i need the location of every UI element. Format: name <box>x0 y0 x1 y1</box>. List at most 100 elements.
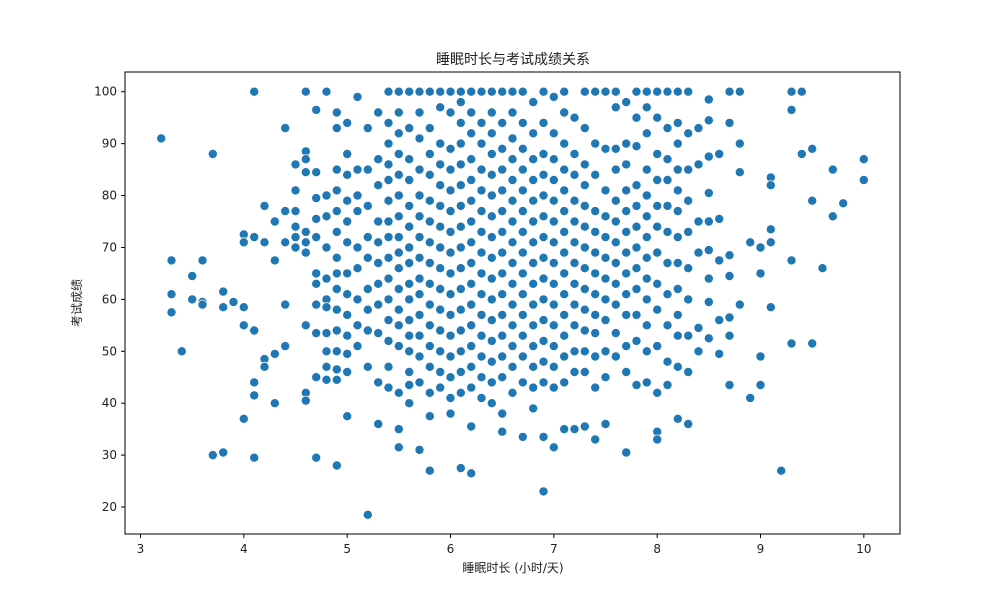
data-point <box>528 341 539 352</box>
data-point <box>559 289 570 300</box>
data-point <box>249 452 260 463</box>
data-point <box>269 216 280 227</box>
data-point <box>641 252 652 263</box>
data-point <box>683 418 694 429</box>
data-point <box>393 247 404 258</box>
data-point <box>662 123 673 134</box>
data-point <box>631 141 642 152</box>
data-point <box>507 387 518 398</box>
data-point <box>383 315 394 326</box>
data-point <box>807 195 818 206</box>
data-point <box>393 128 404 139</box>
data-point <box>280 123 291 134</box>
data-point <box>714 213 725 224</box>
data-point <box>445 164 456 175</box>
data-point <box>734 299 745 310</box>
data-point <box>548 382 559 393</box>
data-point <box>383 335 394 346</box>
x-tick-label: 4 <box>240 542 248 556</box>
data-point <box>249 390 260 401</box>
data-point <box>445 372 456 383</box>
data-point <box>331 364 342 375</box>
data-point <box>486 252 497 263</box>
x-tick-label: 9 <box>757 542 765 556</box>
data-point <box>621 247 632 258</box>
data-point <box>424 278 435 289</box>
data-point <box>579 346 590 357</box>
data-point <box>249 377 260 388</box>
data-point <box>765 180 776 191</box>
data-point <box>373 278 384 289</box>
data-point <box>445 185 456 196</box>
data-point <box>807 143 818 154</box>
data-point <box>290 232 301 243</box>
data-point <box>373 377 384 388</box>
data-point <box>435 200 446 211</box>
data-point <box>445 107 456 118</box>
data-point <box>300 395 311 406</box>
data-point <box>621 268 632 279</box>
data-point <box>300 320 311 331</box>
data-point <box>631 335 642 346</box>
data-point <box>559 206 570 217</box>
data-point <box>672 257 683 268</box>
data-point <box>569 169 580 180</box>
data-point <box>342 289 353 300</box>
data-point <box>300 237 311 248</box>
data-point <box>207 148 218 159</box>
data-point <box>290 159 301 170</box>
data-point <box>311 193 322 204</box>
data-point <box>331 206 342 217</box>
data-point <box>435 86 446 97</box>
data-point <box>507 341 518 352</box>
data-point <box>641 320 652 331</box>
data-point <box>300 86 311 97</box>
data-point <box>621 309 632 320</box>
data-point <box>445 408 456 419</box>
data-point <box>290 185 301 196</box>
data-point <box>641 86 652 97</box>
data-point <box>393 148 404 159</box>
data-point <box>476 351 487 362</box>
data-point <box>311 167 322 178</box>
data-point <box>352 263 363 274</box>
data-point <box>507 133 518 144</box>
data-point <box>600 418 611 429</box>
data-point <box>455 221 466 232</box>
data-point <box>817 263 828 274</box>
data-point <box>538 356 549 367</box>
data-point <box>569 278 580 289</box>
data-point <box>579 421 590 432</box>
data-point <box>455 138 466 149</box>
data-point <box>641 273 652 284</box>
data-point <box>404 200 415 211</box>
data-point <box>548 237 559 248</box>
data-point <box>414 190 425 201</box>
data-point <box>311 452 322 463</box>
data-point <box>435 263 446 274</box>
data-point <box>311 278 322 289</box>
data-point <box>476 372 487 383</box>
data-point <box>486 335 497 346</box>
data-point <box>724 379 735 390</box>
data-point <box>321 328 332 339</box>
data-point <box>455 97 466 108</box>
data-point <box>424 361 435 372</box>
data-point <box>590 309 601 320</box>
data-point <box>393 424 404 435</box>
data-point <box>672 309 683 320</box>
x-axis-label: 睡眠时长 (小时/天) <box>462 561 563 575</box>
data-point <box>507 278 518 289</box>
data-point <box>455 346 466 357</box>
data-point <box>507 174 518 185</box>
data-point <box>269 348 280 359</box>
data-point <box>331 268 342 279</box>
data-point <box>218 302 229 313</box>
data-point <box>497 268 508 279</box>
data-point <box>414 86 425 97</box>
data-point <box>559 377 570 388</box>
data-point <box>445 330 456 341</box>
data-point <box>321 361 332 372</box>
data-point <box>683 195 694 206</box>
data-point <box>538 315 549 326</box>
